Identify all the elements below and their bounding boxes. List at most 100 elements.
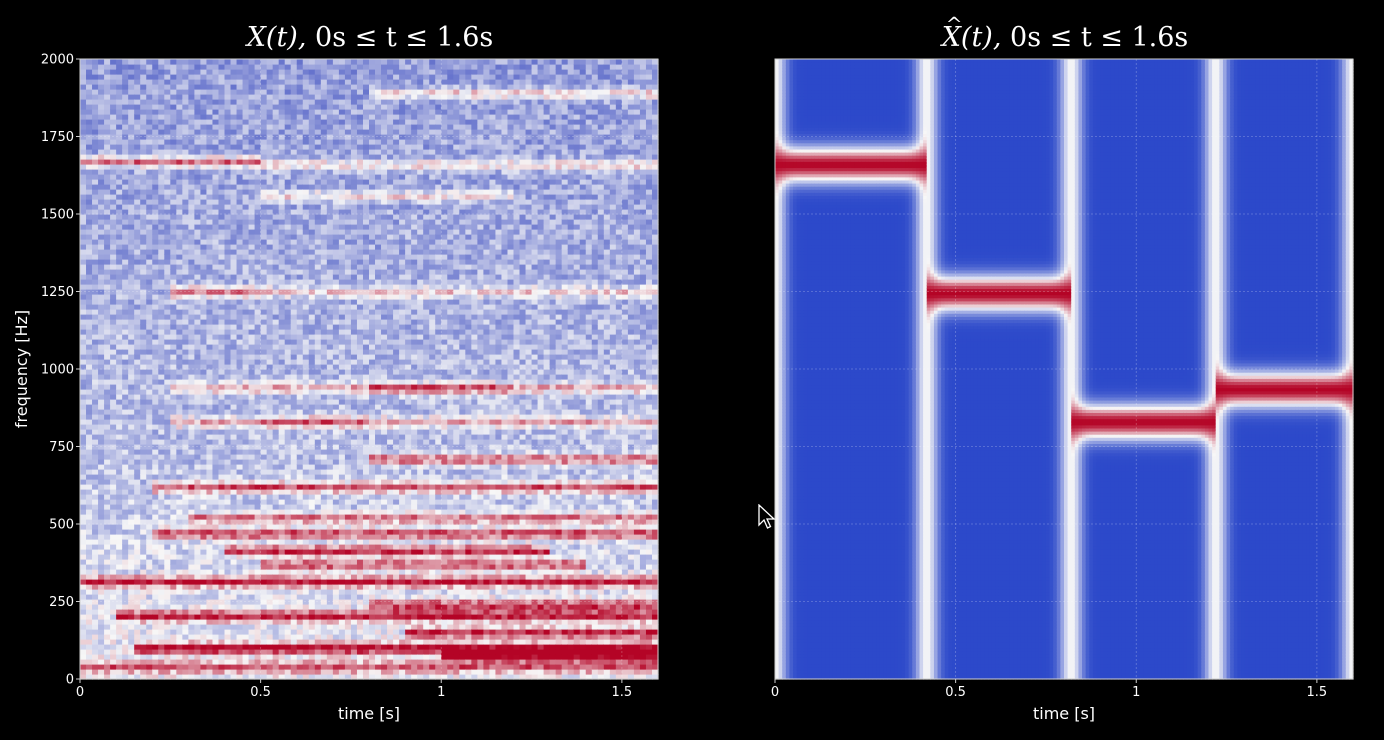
spectrogram-cell [134,554,141,560]
spectrogram-cell [164,364,171,370]
spectrogram-cell [248,464,256,470]
spectrogram-cell [92,219,99,225]
spectrogram-cell [188,419,195,425]
spectrogram-cell [164,359,171,365]
spectrogram-cell [200,129,208,135]
spectrogram-cell [200,264,208,270]
spectrogram-cell [176,509,183,515]
spectrogram-cell [146,284,153,290]
spectrogram-cell [248,194,256,200]
spectrogram-cell [152,659,159,665]
spectrogram-cell [182,624,189,630]
spectrogram-cell [224,244,232,250]
spectrogram-cell [242,674,250,680]
spectrogram-cell [320,649,328,655]
spectrogram-cell [218,529,226,535]
spectrogram-cell [242,554,250,560]
spectrogram-cell [176,604,183,610]
spectrogram-cell [314,464,322,470]
spectrogram-cell [176,549,183,555]
spectrogram-cell [266,449,274,455]
spectrogram-cell [146,574,153,580]
spectrogram-cell [314,564,322,570]
spectrogram-cell [308,99,316,105]
spectrogram-cell [308,639,316,645]
spectrogram-cell [266,464,274,470]
spectrogram-cell [212,584,220,590]
spectrogram-cell [296,229,304,235]
spectrogram-cell [146,629,153,635]
spectrogram-cell [242,494,250,500]
spectrogram-cell [218,429,226,435]
spectrogram-cell [236,234,244,240]
spectrogram-cell [116,579,123,585]
spectrogram-cell [302,204,310,210]
spectrogram-cell [188,179,195,185]
spectrogram-cell [110,574,117,580]
spectrogram-cell [176,189,183,195]
spectrogram-cell [296,309,304,315]
spectrogram-cell [116,529,123,535]
spectrogram-cell [188,484,195,490]
spectrogram-cell [242,649,250,655]
spectrogram-cell [206,194,214,200]
spectrogram-cell [86,364,93,370]
spectrogram-cell [314,184,322,190]
spectrogram-cell [128,259,135,265]
spectrogram-cell [122,549,129,555]
spectrogram-cell [278,329,286,335]
spectrogram-cell [314,649,322,655]
spectrogram-cell [236,124,244,130]
spectrogram-cell [206,509,214,515]
spectrogram-cell [146,154,153,160]
spectrogram-cell [92,499,99,505]
spectrogram-cell [308,179,316,185]
spectrogram-cell [248,334,256,340]
spectrogram-cell [296,279,304,285]
spectrogram-cell [86,269,93,275]
spectrogram-cell [236,189,244,195]
spectrogram-cell [122,339,129,345]
spectrogram-cell [248,154,256,160]
spectrogram-cell [278,404,286,410]
spectrogram-cell [224,64,232,70]
spectrogram-cell [188,284,195,290]
spectrogram-cell [278,624,286,630]
spectrogram-cell [212,84,220,90]
spectrogram-cell [92,244,99,250]
spectrogram-cell [128,379,135,385]
spectrogram-cell [212,379,220,385]
spectrogram-cell [308,189,316,195]
spectrogram-cell [164,169,171,175]
spectrogram-cell [80,584,87,590]
spectrogram-cell [254,469,262,475]
spectrogram-cell [110,329,117,335]
spectrogram-cell [104,349,111,355]
spectrogram-cell [284,314,292,320]
spectrogram-cell [134,519,141,525]
spectrogram-cell [242,104,250,110]
spectrogram-cell [284,634,292,640]
spectrogram-cell [146,609,153,615]
spectrogram-cell [128,569,135,575]
spectrogram-cell [98,184,105,190]
spectrogram-cell [140,304,147,310]
spectrogram-cell [98,579,105,585]
spectrogram-cell [290,439,298,445]
spectrogram-cell [308,429,316,435]
spectrogram-cell [152,284,159,290]
spectrogram-cell [170,594,177,600]
spectrogram-cell [176,389,183,395]
spectrogram-cell [266,219,274,225]
spectrogram-cell [104,429,111,435]
spectrogram-cell [170,284,177,290]
spectrogram-cell [146,179,153,185]
spectrogram-cell [218,534,226,540]
spectrogram-cell [110,594,117,600]
spectrogram-cell [164,139,171,145]
spectrogram-cell [170,99,177,105]
spectrogram-cell [110,519,117,525]
spectrogram-cell [104,134,111,140]
spectrogram-cell [206,399,214,405]
spectrogram-cell [194,209,202,215]
